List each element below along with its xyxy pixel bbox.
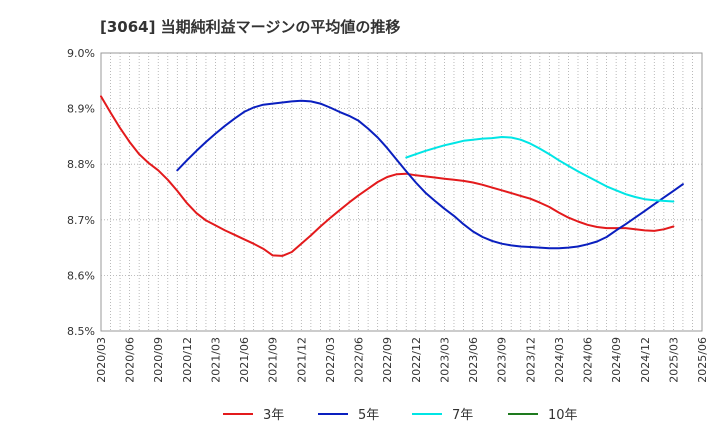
y-tick-label: 8.5% bbox=[67, 325, 95, 338]
x-tick-label: 2021/09 bbox=[267, 337, 280, 383]
x-tick-label: 2024/09 bbox=[610, 337, 623, 383]
x-tick-label: 2023/06 bbox=[467, 337, 480, 383]
grid bbox=[100, 52, 703, 332]
y-tick-label: 9.0% bbox=[67, 47, 95, 60]
plot-area bbox=[100, 52, 703, 332]
legend-label-1: 3年 bbox=[263, 408, 284, 423]
x-tick-label: 2020/06 bbox=[124, 337, 137, 383]
x-tick-label: 2021/06 bbox=[238, 337, 251, 383]
x-tick-label: 2022/03 bbox=[324, 337, 337, 383]
y-tick-label: 8.7% bbox=[67, 214, 95, 227]
x-tick-label: 2023/03 bbox=[438, 337, 451, 383]
x-tick-label: 2025/03 bbox=[667, 337, 680, 383]
x-tick-label: 2024/12 bbox=[639, 337, 652, 383]
x-tick-label: 2021/12 bbox=[295, 337, 308, 383]
x-tick-label: 2022/09 bbox=[381, 337, 394, 383]
x-tick-label: 2022/06 bbox=[353, 337, 366, 383]
series-lines bbox=[100, 95, 684, 257]
series-line-3 bbox=[405, 136, 675, 203]
legend-label-4: 10年 bbox=[548, 408, 578, 423]
x-tick-label: 2023/12 bbox=[524, 337, 537, 383]
axes: 8.5% 8.6% 8.7% 8.8% 8.9% 9.0% 2020/03 2020/06 20… bbox=[67, 47, 709, 383]
legend-label-3: 7年 bbox=[452, 408, 473, 423]
series-line-2 bbox=[176, 99, 684, 250]
x-tick-label: 2025/06 bbox=[696, 337, 709, 383]
y-tick-label: 8.9% bbox=[67, 103, 95, 116]
y-tick-label: 8.8% bbox=[67, 158, 95, 171]
y-tick-label: 8.6% bbox=[67, 269, 95, 282]
series-line-1 bbox=[100, 95, 675, 257]
x-tick-label: 2021/03 bbox=[209, 337, 222, 383]
x-tick-label: 2020/03 bbox=[95, 337, 108, 383]
x-tick-label: 2022/12 bbox=[410, 337, 423, 383]
x-tick-label: 2023/09 bbox=[496, 337, 509, 383]
x-tick-label: 2024/06 bbox=[582, 337, 595, 383]
x-tick-label: 2020/12 bbox=[181, 337, 194, 383]
chart-title: [3064] 当期純利益マージンの平均値の推移 bbox=[100, 18, 400, 36]
legend-label-2: 5年 bbox=[358, 408, 379, 423]
x-tick-label: 2024/03 bbox=[553, 337, 566, 383]
legend: 3年 5年 7年 10年 bbox=[223, 408, 578, 423]
x-tick-label: 2020/09 bbox=[152, 337, 165, 383]
